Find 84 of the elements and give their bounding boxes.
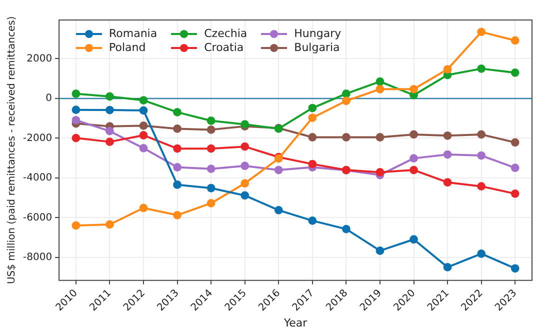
point [139, 144, 148, 152]
point [510, 36, 520, 45]
point [308, 160, 317, 168]
point [410, 154, 418, 163]
point [342, 96, 350, 106]
point [139, 106, 148, 115]
point [477, 151, 486, 160]
point [206, 144, 216, 153]
point [206, 116, 216, 125]
y-axis-title: US$ million (paid remittances - received remittances) [6, 16, 18, 284]
point [376, 84, 384, 94]
legend-label: Bulgaria [294, 41, 340, 54]
point [510, 68, 520, 77]
legend-label: Romania [109, 27, 158, 40]
point [477, 182, 486, 191]
point [139, 96, 148, 104]
legend-label: Hungary [294, 27, 342, 40]
point [240, 179, 250, 188]
y-tick-label: -2000 [22, 132, 52, 144]
point [206, 184, 216, 192]
point [308, 133, 317, 142]
point [206, 199, 216, 208]
point [106, 106, 114, 114]
point [139, 204, 148, 212]
point [206, 164, 216, 174]
y-tick-label: 0 [46, 93, 52, 104]
point [308, 104, 317, 112]
legend-label: Croatia [204, 41, 244, 54]
point [342, 133, 350, 142]
point [376, 133, 384, 142]
point [376, 77, 384, 86]
point [443, 65, 452, 74]
point [240, 142, 250, 151]
point [342, 90, 350, 98]
point [106, 92, 114, 101]
y-tick-label: -4000 [22, 172, 52, 184]
point [240, 162, 250, 170]
point [274, 166, 283, 174]
point [376, 246, 384, 255]
point [376, 168, 384, 176]
point [342, 224, 350, 234]
point [106, 138, 114, 146]
point [443, 131, 452, 140]
point [410, 130, 418, 139]
point [410, 166, 418, 174]
point [106, 220, 114, 229]
legend-label: Czechia [204, 27, 248, 40]
point [72, 134, 80, 142]
point [477, 249, 486, 258]
point [274, 206, 283, 214]
point [139, 131, 148, 140]
point [477, 130, 486, 139]
legend-label: Poland [109, 41, 146, 54]
point [443, 263, 452, 272]
point [173, 108, 182, 116]
point [443, 150, 452, 159]
point [510, 164, 520, 172]
point [72, 90, 80, 98]
point [206, 125, 216, 134]
point [477, 64, 486, 73]
point [510, 189, 520, 198]
point [510, 138, 520, 147]
point [410, 84, 418, 94]
point [308, 216, 317, 225]
point [477, 28, 486, 36]
point [410, 235, 418, 244]
point [510, 264, 520, 273]
y-tick-label: 2000 [26, 53, 52, 64]
x-axis-title: Year [282, 316, 308, 330]
point [173, 210, 182, 220]
point [443, 178, 452, 187]
point [106, 126, 114, 136]
point [308, 114, 317, 122]
point [173, 124, 182, 133]
point [173, 144, 182, 153]
y-tick-label: -8000 [22, 252, 52, 264]
point [173, 163, 182, 172]
point [240, 191, 250, 200]
point [173, 180, 182, 189]
point [139, 122, 148, 130]
y-tick-label: -6000 [22, 212, 52, 224]
point [72, 221, 80, 230]
point [72, 116, 80, 124]
point [72, 106, 80, 114]
